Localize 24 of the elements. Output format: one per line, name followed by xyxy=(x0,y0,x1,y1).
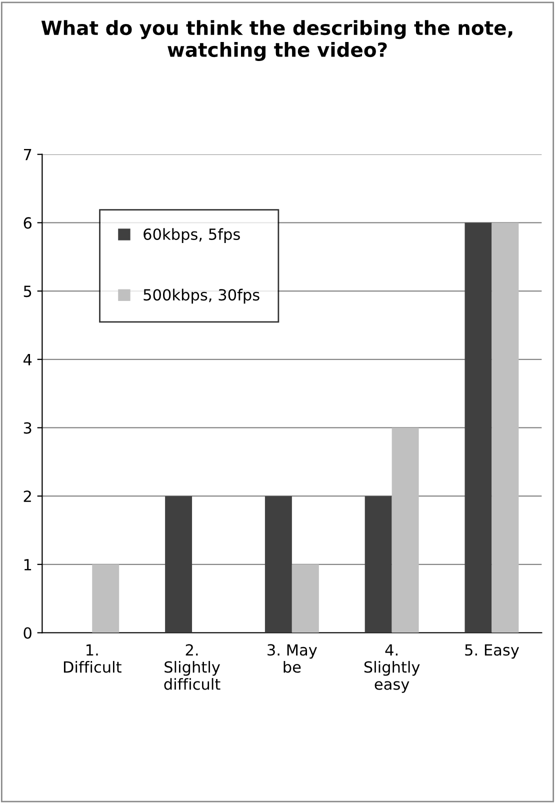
bar xyxy=(292,564,319,633)
y-tick-label: 1 xyxy=(24,559,32,570)
bar xyxy=(464,222,492,633)
legend-label: 60kbps, 5fps xyxy=(144,228,240,243)
legend-label: 500kbps, 30fps xyxy=(144,288,260,304)
chart-title: What do you think the describing the note, watching the video? xyxy=(41,20,512,61)
bar xyxy=(364,496,392,633)
y-tick-label: 6 xyxy=(24,217,32,229)
x-tick-label: 4. Slightly easy xyxy=(364,644,420,693)
bar xyxy=(492,222,519,633)
bar xyxy=(92,564,120,633)
y-tick-label: 0 xyxy=(24,627,32,639)
y-tick-label: 2 xyxy=(24,490,31,502)
y-tick-label: 7 xyxy=(24,149,32,160)
y-tick-label: 5 xyxy=(24,286,32,298)
y-tick-label: 4 xyxy=(23,354,32,366)
x-tick-label: 5. Easy xyxy=(465,644,519,659)
bar xyxy=(264,496,292,633)
x-tick-label: 1. Difficult xyxy=(64,644,122,673)
bar xyxy=(165,496,192,633)
x-tick-label: 2. Slightly difficult xyxy=(164,644,220,690)
x-tick-label: 3. May be xyxy=(268,644,317,673)
bar xyxy=(392,428,419,633)
y-tick-label: 3 xyxy=(24,422,32,434)
